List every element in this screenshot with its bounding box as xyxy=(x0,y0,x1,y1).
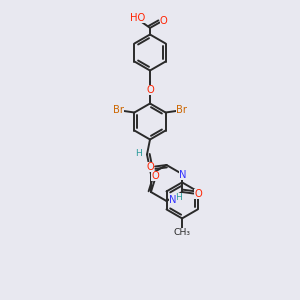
Text: Br: Br xyxy=(176,105,187,116)
Text: O: O xyxy=(194,189,202,199)
Text: N: N xyxy=(179,170,186,180)
Text: Br: Br xyxy=(113,105,124,116)
Text: H: H xyxy=(135,148,142,158)
Text: O: O xyxy=(152,171,159,181)
Text: HO: HO xyxy=(130,13,146,23)
Text: N: N xyxy=(169,195,177,205)
Text: H: H xyxy=(175,193,182,202)
Text: O: O xyxy=(146,162,154,172)
Text: O: O xyxy=(160,16,168,26)
Text: CH₃: CH₃ xyxy=(174,228,190,237)
Text: O: O xyxy=(146,85,154,95)
